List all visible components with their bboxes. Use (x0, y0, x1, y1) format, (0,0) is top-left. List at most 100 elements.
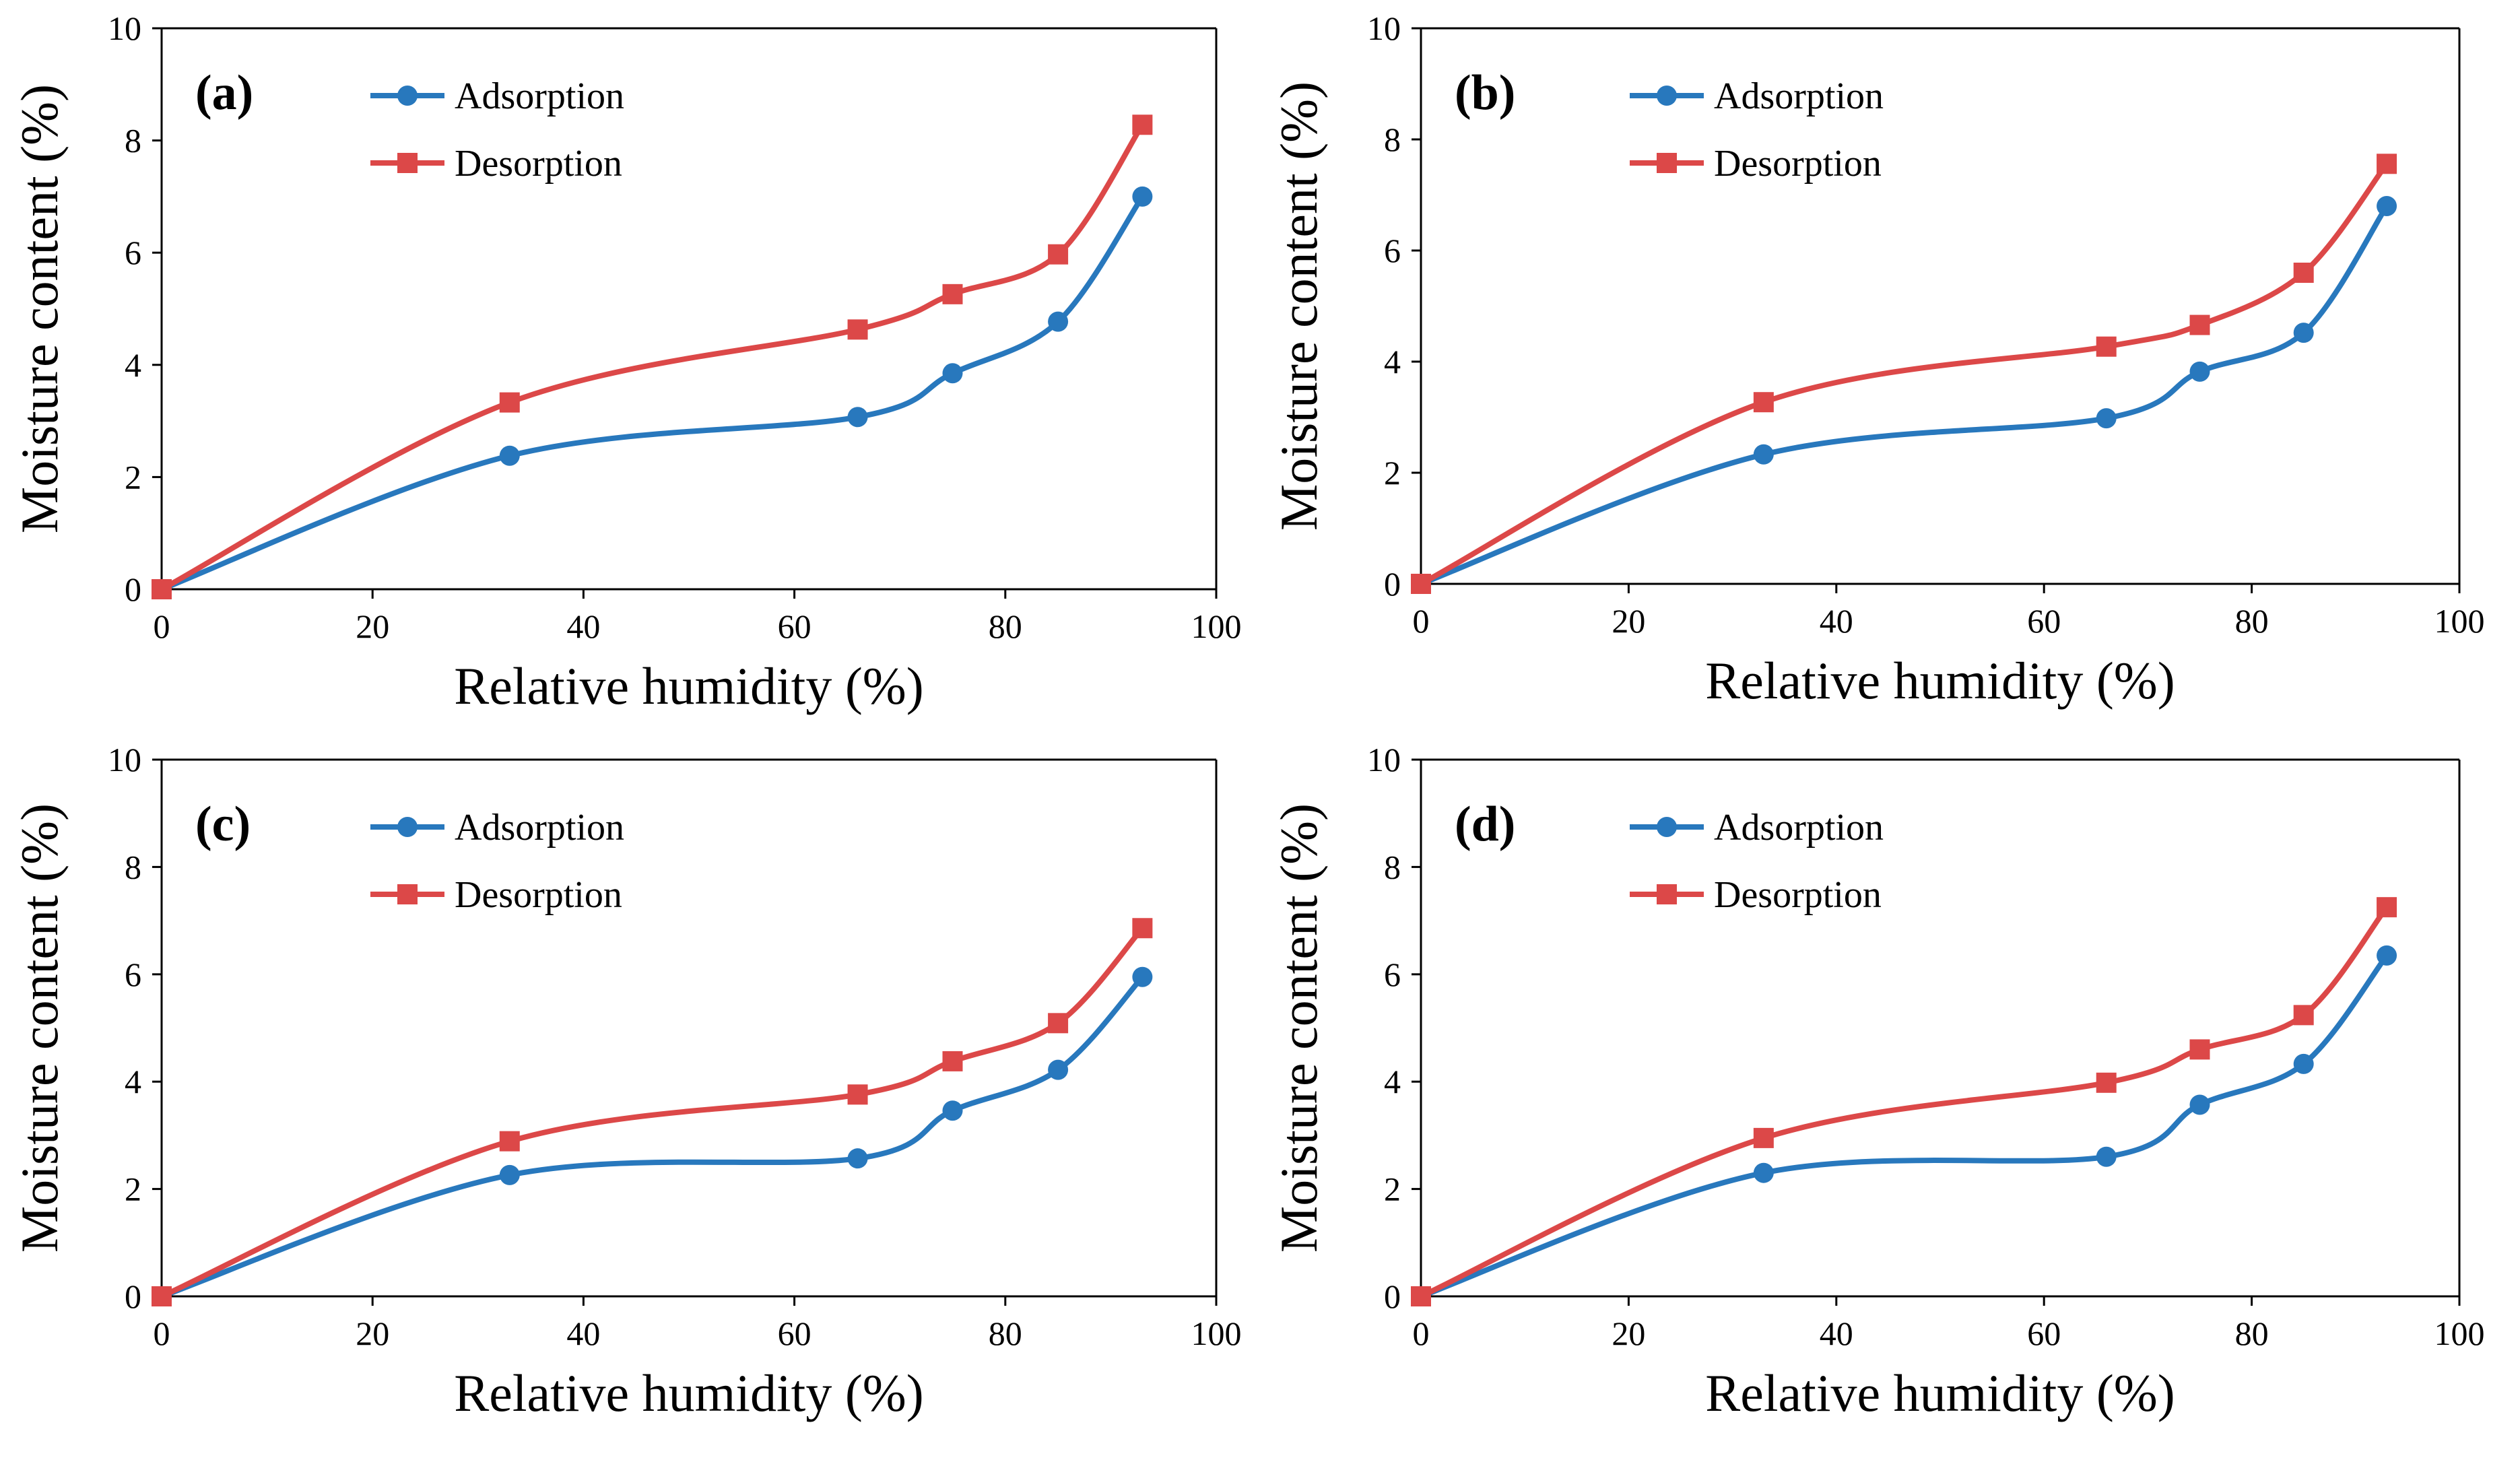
x-tick-label: 100 (1191, 607, 1242, 645)
desorption-point (2189, 314, 2210, 335)
adsorption-point (2293, 1053, 2314, 1074)
y-axis-title: Moisture content (%) (10, 803, 69, 1253)
adsorption-line (159, 193, 1146, 592)
desorption-point (942, 284, 963, 304)
x-tick-label: 100 (1191, 1315, 1242, 1352)
x-axis-title: Relative humidity (%) (454, 1364, 924, 1422)
legend-adsorption-label: Adsorption (1714, 807, 1884, 849)
legend-desorption-marker (397, 153, 418, 173)
x-tick-label: 80 (2235, 1315, 2269, 1352)
x-tick-label: 40 (1820, 1315, 1853, 1352)
legend-adsorption-label: Adsorption (455, 75, 624, 117)
legend-desorption-label: Desorption (455, 874, 622, 916)
adsorption-point (847, 407, 868, 428)
adsorption-point (1753, 444, 1774, 465)
panel-label: (a) (195, 65, 253, 121)
adsorption-point (499, 1164, 520, 1185)
desorption-point (1411, 1286, 1431, 1306)
y-tick-label: 8 (1384, 121, 1401, 158)
x-tick-label: 40 (566, 607, 600, 645)
x-tick-label: 60 (778, 607, 811, 645)
x-tick-label: 0 (154, 607, 170, 645)
y-tick-label: 10 (108, 9, 141, 47)
adsorption-line (1418, 203, 2390, 587)
legend-adsorption-label: Adsorption (455, 807, 624, 849)
desorption-point (847, 1084, 868, 1105)
adsorption-point (2189, 361, 2210, 382)
adsorption-point (2293, 323, 2314, 343)
y-axis-title: Moisture content (%) (1269, 81, 1328, 531)
adsorption-point (847, 1148, 868, 1169)
adsorption-point (1132, 186, 1153, 207)
legend-adsorption-marker (1657, 817, 1677, 837)
desorption-point (2096, 1072, 2117, 1093)
x-tick-label: 20 (356, 1315, 389, 1352)
desorption-point (2377, 897, 2397, 918)
y-tick-label: 0 (125, 570, 141, 608)
x-tick-label: 60 (2027, 1315, 2061, 1352)
y-tick-label: 4 (125, 346, 141, 384)
legend-desorption-label: Desorption (1714, 143, 1882, 185)
x-tick-label: 0 (154, 1315, 170, 1352)
legend-desorption-marker (397, 884, 418, 904)
x-tick-label: 60 (778, 1315, 811, 1352)
desorption-point (1411, 574, 1431, 594)
desorption-point (1048, 244, 1069, 265)
desorption-point (2096, 336, 2117, 357)
legend-adsorption-label: Adsorption (1714, 75, 1884, 117)
y-tick-label: 4 (1384, 343, 1401, 380)
x-tick-label: 20 (1612, 1315, 1645, 1352)
desorption-point (152, 1286, 172, 1306)
adsorption-point (2377, 196, 2397, 216)
y-tick-label: 10 (1367, 9, 1401, 47)
y-tick-label: 0 (1384, 1277, 1401, 1315)
adsorption-point (2096, 408, 2117, 429)
legend-desorption-label: Desorption (455, 143, 622, 185)
desorption-point (1753, 1127, 1774, 1148)
x-axis-title: Relative humidity (%) (1705, 651, 2175, 710)
desorption-point (499, 1131, 520, 1152)
desorption-point (2377, 154, 2397, 174)
y-tick-label: 6 (1384, 232, 1401, 269)
y-tick-label: 10 (1367, 741, 1401, 778)
x-tick-label: 0 (1413, 602, 1430, 640)
x-tick-label: 80 (989, 607, 1022, 645)
adsorption-point (2096, 1146, 2117, 1167)
panel-label: (b) (1455, 65, 1515, 121)
y-tick-label: 8 (1384, 848, 1401, 886)
y-axis-title: Moisture content (%) (10, 84, 69, 533)
y-tick-label: 6 (125, 956, 141, 993)
desorption-point (2189, 1039, 2210, 1060)
y-tick-label: 0 (1384, 565, 1401, 603)
x-tick-label: 100 (2434, 1315, 2485, 1352)
adsorption-point (1132, 966, 1153, 987)
x-tick-label: 100 (2434, 602, 2485, 640)
adsorption-point (1048, 1059, 1069, 1080)
y-tick-label: 2 (125, 1170, 141, 1208)
legend-desorption-marker (1657, 153, 1677, 173)
legend-adsorption-marker (397, 817, 418, 837)
adsorption-point (1753, 1162, 1774, 1183)
y-tick-label: 2 (125, 458, 141, 496)
desorption-point (1132, 114, 1153, 135)
y-tick-label: 0 (125, 1277, 141, 1315)
panel-label: (c) (195, 797, 251, 852)
y-tick-label: 6 (125, 234, 141, 271)
legend-desorption-label: Desorption (1714, 874, 1882, 916)
desorption-point (152, 579, 172, 599)
desorption-point (2293, 263, 2314, 283)
x-tick-label: 40 (566, 1315, 600, 1352)
adsorption-point (2377, 945, 2397, 966)
y-tick-label: 10 (108, 741, 141, 778)
desorption-point (1753, 392, 1774, 413)
adsorption-point (2189, 1094, 2210, 1115)
desorption-point (499, 392, 520, 413)
y-tick-label: 4 (1384, 1063, 1401, 1100)
x-tick-label: 20 (356, 607, 389, 645)
legend-desorption-marker (1657, 884, 1677, 904)
